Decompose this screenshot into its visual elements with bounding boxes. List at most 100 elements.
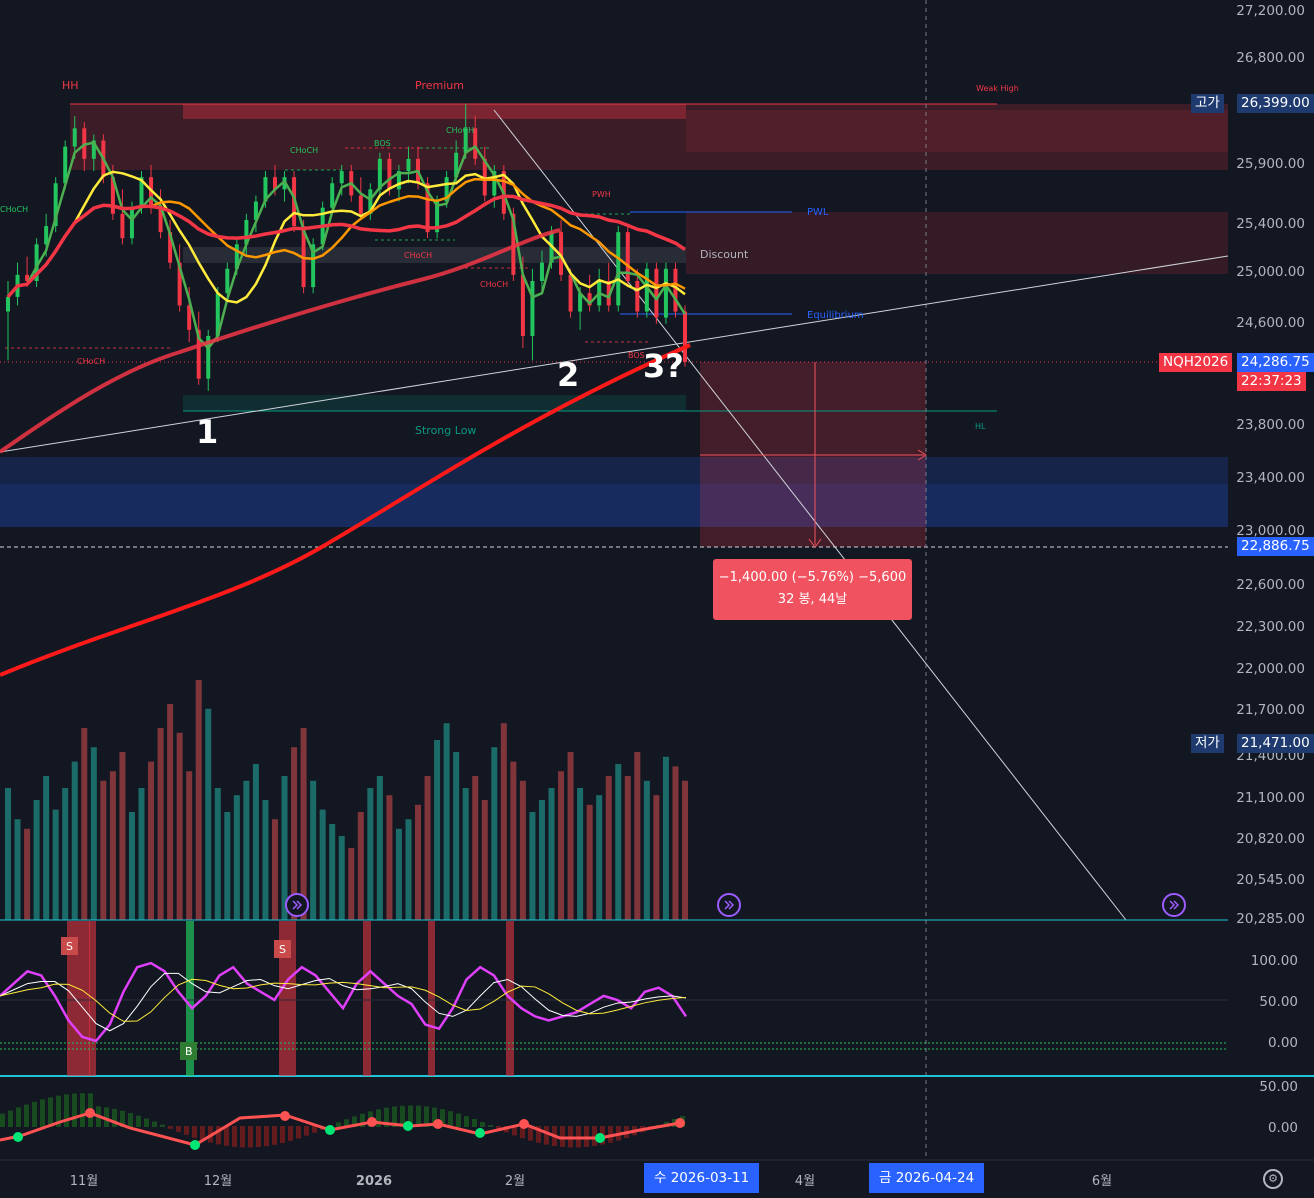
momentum-bar [344,1119,349,1127]
replay-chevron-icon [724,900,735,910]
momentum-bar [536,1126,541,1143]
price-tick: 25,900.00 [1236,156,1305,172]
ma100-line [0,228,561,454]
momentum-bar [160,1124,165,1127]
candle [34,238,39,288]
momentum-bar [200,1126,205,1141]
candle-body [616,232,621,306]
time-chip-start: 수 2026-03-11 [644,1163,760,1193]
support-trendline [0,255,1229,453]
momentum-bar [144,1118,149,1127]
momentum-dot [85,1108,95,1118]
candle-body [654,268,659,318]
price-tick: 26,800.00 [1236,50,1305,66]
volume-bar [548,788,555,920]
time-tick: 2월 [505,1174,525,1189]
volume-bar [395,828,402,920]
measure-tooltip: −1,400.00 (−5.76%) −5,600 32 봉, 44날 [713,559,912,620]
volume-bar [243,780,250,920]
candle-body [44,226,49,245]
volume-bar [138,788,145,920]
volume-bar [348,848,355,920]
candle-body [454,152,459,178]
volume-bar [558,771,565,920]
premium-zone [70,104,1228,170]
candle-body [663,268,668,318]
volume-bar [643,780,650,920]
candle-body [530,280,535,336]
osc-k-line [0,961,688,1043]
candle [177,244,182,312]
volume-bar [538,800,545,920]
candle [625,226,630,288]
countdown-badge: 22:37:23 [1237,372,1306,391]
candle-body [158,207,163,233]
osc-tick: 100.00 [1251,953,1298,969]
wave-label-1: 1 [196,413,218,451]
price-tick: 20,820.00 [1236,831,1305,847]
price-tick: 22,000.00 [1236,661,1305,677]
momentum-bar [432,1107,437,1127]
volume-bar [148,761,155,920]
settings-gear-icon[interactable]: ⚙ [1263,1169,1283,1189]
volume-bar [453,752,460,920]
momentum-bar [192,1126,197,1138]
candle-body [435,201,440,233]
momentum-bar [128,1113,133,1127]
momentum-bar [416,1105,421,1127]
price-tick: 23,400.00 [1236,470,1305,486]
volume-bar [529,812,536,920]
candle-body [377,158,382,190]
price-tick: 27,200.00 [1236,3,1305,19]
momentum-bar [112,1108,117,1127]
volume-bar [33,800,40,920]
candle-body [644,268,649,312]
candle-body [63,146,68,184]
candle-body [368,189,373,214]
momentum-bar [456,1113,461,1127]
momentum-bar [352,1116,357,1127]
candle-body [225,268,230,294]
candle-body [34,244,39,281]
candle-body [91,140,96,159]
sell-signal-zone [279,921,296,1076]
target-price-badge: 22,886.75 [1237,537,1314,556]
time-chip-end: 금 2026-04-24 [869,1163,985,1193]
volume-bar [128,812,135,920]
volume-bar [415,804,422,920]
momentum-bar [240,1126,245,1148]
sell-signal-zone [363,921,371,1076]
momentum-bar [488,1125,493,1127]
volume-bar [14,819,21,920]
ma-long-line [6,194,686,299]
volume-bar [214,788,221,920]
volume-bar [62,788,69,920]
momentum-bar [496,1126,501,1130]
symbol-ticker-badge: NQH2026 [1159,353,1233,372]
candle [120,189,125,245]
momentum-bar [176,1126,181,1132]
candle-body [520,274,525,336]
price-tick: 20,285.00 [1236,911,1305,927]
volume-bar [157,728,164,920]
smc-label: Strong Low [415,424,476,437]
momentum-bar [248,1126,253,1148]
volume-bar [434,740,441,920]
momentum-bar [480,1122,485,1127]
momentum-bar [312,1126,317,1133]
momentum-bar [608,1126,613,1143]
momentum-bar [216,1126,221,1145]
price-tick: 25,400.00 [1236,216,1305,232]
premium-supply-block [183,104,686,119]
smc-label: CHoCH [290,146,318,155]
candle [53,177,58,233]
high-price-badge: 26,399.00 [1237,94,1314,113]
candle [282,171,287,202]
time-tick: 4월 [795,1174,815,1189]
signal-text: B [185,1045,193,1058]
volume-bar [481,800,488,920]
candle-body [559,232,564,275]
volume-bar [405,819,412,920]
momentum-bar [232,1126,237,1147]
